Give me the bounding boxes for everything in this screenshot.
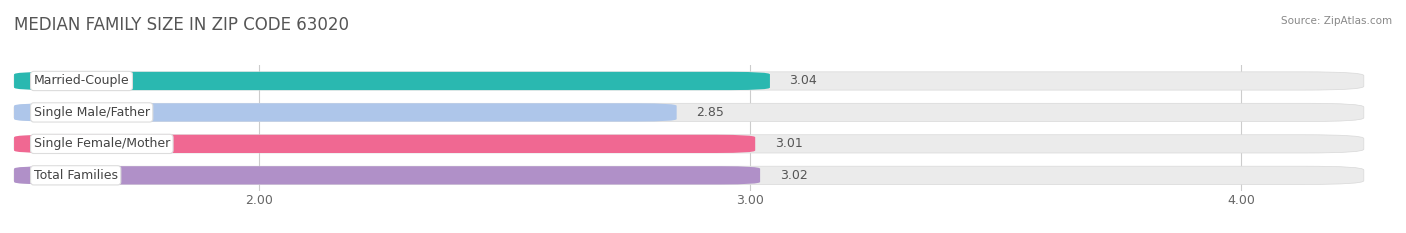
Text: Source: ZipAtlas.com: Source: ZipAtlas.com [1281,16,1392,26]
FancyBboxPatch shape [14,72,1364,90]
FancyBboxPatch shape [14,103,676,122]
FancyBboxPatch shape [14,135,1364,153]
FancyBboxPatch shape [14,135,755,153]
Text: 2.85: 2.85 [696,106,724,119]
Text: MEDIAN FAMILY SIZE IN ZIP CODE 63020: MEDIAN FAMILY SIZE IN ZIP CODE 63020 [14,16,349,34]
Text: Single Female/Mother: Single Female/Mother [34,137,170,150]
FancyBboxPatch shape [14,166,1364,185]
FancyBboxPatch shape [14,72,770,90]
Text: 3.04: 3.04 [790,75,817,87]
Text: Total Families: Total Families [34,169,118,182]
FancyBboxPatch shape [14,166,761,185]
Text: 3.01: 3.01 [775,137,803,150]
Text: Single Male/Father: Single Male/Father [34,106,149,119]
FancyBboxPatch shape [14,103,1364,122]
Text: 3.02: 3.02 [780,169,807,182]
Text: Married-Couple: Married-Couple [34,75,129,87]
